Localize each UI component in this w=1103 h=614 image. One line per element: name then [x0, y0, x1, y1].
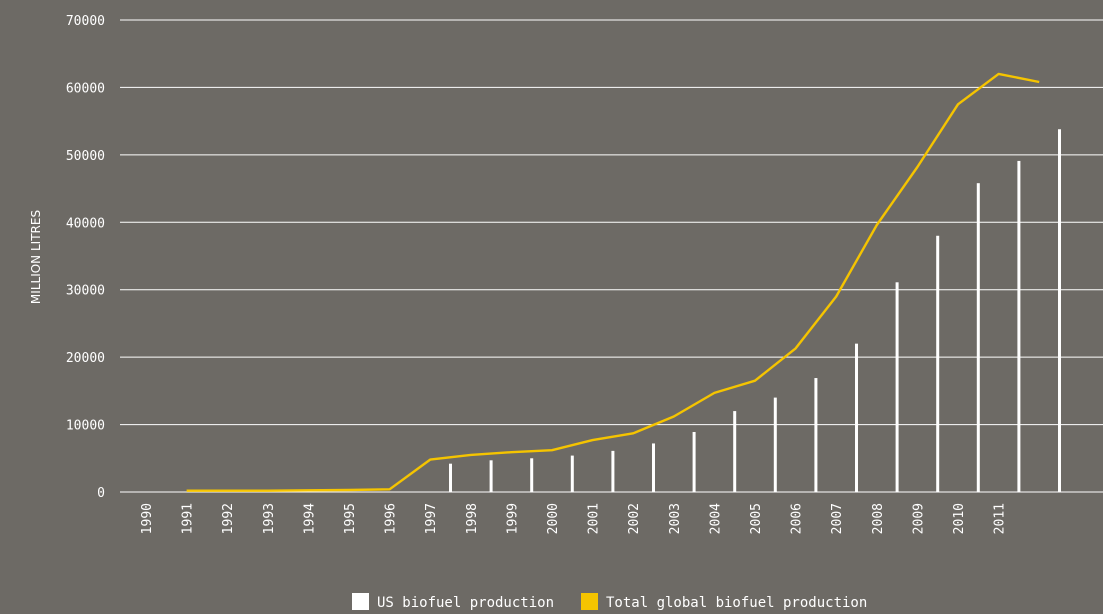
x-tick-label: 1994: [302, 503, 317, 534]
x-tick-label: 1991: [181, 503, 196, 534]
us-biofuel-bar: [611, 451, 614, 492]
x-tick-label: 2005: [749, 503, 764, 534]
global-biofuel-line-group: [187, 74, 1040, 491]
us-biofuel-bar: [1017, 161, 1020, 492]
x-tick-label: 2000: [546, 503, 561, 534]
legend-label-us: US biofuel production: [377, 595, 554, 611]
x-tick-label: 1999: [505, 503, 520, 534]
x-tick-label: 1990: [140, 503, 155, 534]
x-tick-label: 2001: [587, 503, 602, 534]
y-axis-label: MILLION LITRES: [29, 210, 43, 304]
legend: US biofuel production Total global biofu…: [352, 593, 867, 611]
grid-lines: [120, 20, 1103, 492]
x-tick-label: 2009: [911, 503, 926, 534]
us-biofuel-bar: [977, 183, 980, 492]
us-biofuel-bar: [814, 378, 817, 492]
x-tick-label: 2008: [871, 503, 886, 534]
y-tick-label: 20000: [66, 351, 105, 366]
x-tick-label: 2011: [993, 503, 1008, 534]
x-tick-label: 1998: [465, 503, 480, 534]
x-tick-label: 2004: [708, 503, 723, 534]
y-axis-ticks: 0 10000 20000 30000 40000 50000 60000 70000: [66, 14, 105, 501]
legend-swatch-us: [352, 593, 369, 610]
global-biofuel-line: [187, 74, 1040, 491]
legend-label-global: Total global biofuel production: [606, 595, 867, 611]
x-tick-label: 1992: [221, 503, 236, 534]
y-tick-label: 60000: [66, 81, 105, 96]
us-biofuel-bar: [652, 443, 655, 492]
us-biofuel-bars: [449, 129, 1061, 492]
x-tick-label: 2010: [952, 503, 967, 534]
x-tick-label: 2007: [830, 503, 845, 534]
us-biofuel-bar: [571, 456, 574, 492]
x-tick-label: 1993: [262, 503, 277, 534]
us-biofuel-bar: [1058, 129, 1061, 492]
x-tick-label: 2003: [668, 503, 683, 534]
us-biofuel-bar: [530, 458, 533, 492]
y-tick-label: 50000: [66, 149, 105, 164]
y-tick-label: 70000: [66, 14, 105, 29]
y-tick-label: 0: [97, 486, 105, 501]
y-tick-label: 40000: [66, 216, 105, 231]
us-biofuel-bar: [774, 398, 777, 492]
x-tick-label: 1997: [424, 503, 439, 534]
x-tick-label: 2002: [627, 503, 642, 534]
x-tick-label: 2006: [790, 503, 805, 534]
y-tick-label: 10000: [66, 419, 105, 434]
us-biofuel-bar: [896, 282, 899, 492]
x-axis-ticks: 1990 1991 1992 1993 1994 1995 1996 1997 1998 1999…: [140, 503, 1008, 534]
y-tick-label: 30000: [66, 284, 105, 299]
us-biofuel-bar: [936, 236, 939, 492]
us-biofuel-bar: [693, 432, 696, 492]
us-biofuel-bar: [733, 411, 736, 492]
us-biofuel-bar: [490, 460, 493, 492]
us-biofuel-bar: [855, 344, 858, 492]
x-tick-label: 1995: [343, 503, 358, 534]
x-tick-label: 1996: [384, 503, 399, 534]
us-biofuel-bar: [449, 464, 452, 492]
legend-swatch-global: [581, 593, 598, 610]
